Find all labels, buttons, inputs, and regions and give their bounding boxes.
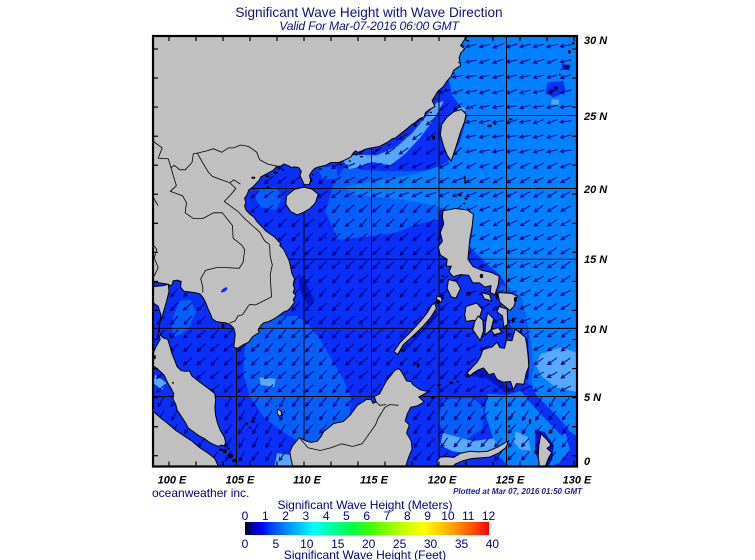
svg-text:30 N: 30 N bbox=[584, 35, 608, 47]
svg-text:5 N: 5 N bbox=[584, 392, 602, 404]
svg-text:115 E: 115 E bbox=[360, 475, 389, 487]
svg-text:105 E: 105 E bbox=[226, 475, 255, 487]
svg-text:25 N: 25 N bbox=[583, 111, 608, 123]
svg-text:130 E: 130 E bbox=[563, 475, 592, 487]
svg-text:0: 0 bbox=[584, 456, 591, 468]
svg-text:100 E: 100 E bbox=[158, 475, 187, 487]
svg-text:110 E: 110 E bbox=[293, 475, 322, 487]
svg-text:10 N: 10 N bbox=[584, 324, 608, 336]
svg-text:20 N: 20 N bbox=[583, 184, 608, 196]
svg-text:15 N: 15 N bbox=[584, 254, 608, 266]
svg-text:125 E: 125 E bbox=[496, 475, 525, 487]
svg-text:120 E: 120 E bbox=[428, 475, 457, 487]
